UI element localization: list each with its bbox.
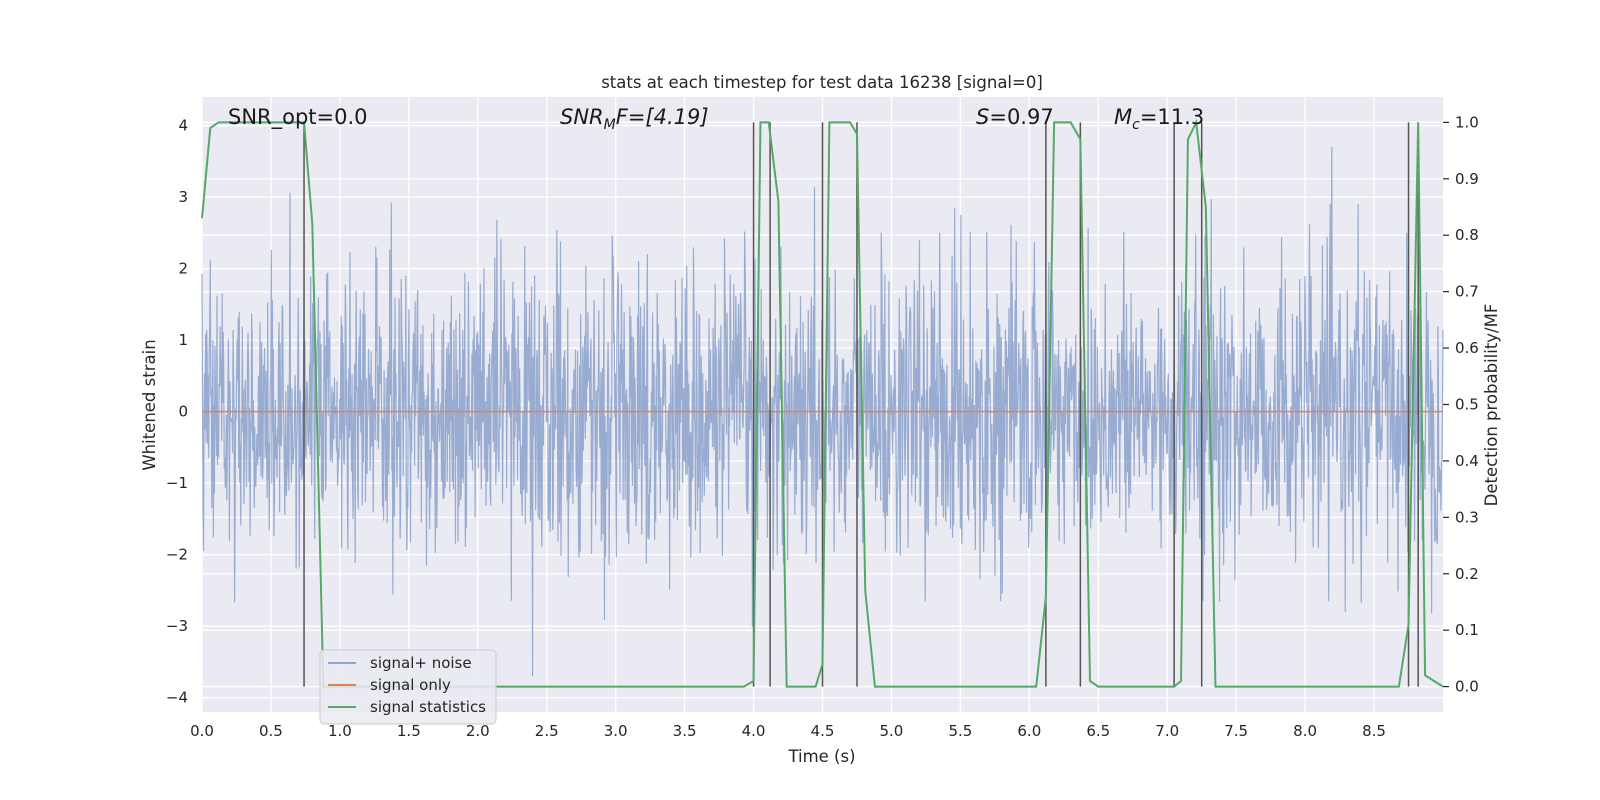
y-axis-right-label: Detection probability/MF	[1482, 304, 1501, 507]
x-tick-label: 4.0	[742, 722, 766, 740]
x-tick-label: 6.0	[1017, 722, 1041, 740]
x-tick-label: 7.0	[1155, 722, 1179, 740]
legend-label-noise: signal+ noise	[370, 654, 472, 672]
y-left-tick-label: 3	[178, 188, 188, 206]
y-left-tick-label: 4	[178, 117, 188, 135]
x-tick-label: 5.0	[880, 722, 904, 740]
legend: signal+ noise signal only signal statist…	[319, 649, 497, 725]
snr-opt-annotation: SNR_opt=0.0	[228, 105, 368, 130]
x-tick-label: 8.0	[1293, 722, 1317, 740]
y-axis-left-label: Whitened strain	[140, 339, 159, 470]
x-tick-label: 2.5	[535, 722, 559, 740]
chart-title: stats at each timestep for test data 162…	[601, 73, 1043, 92]
legend-label-signal-only: signal only	[370, 676, 451, 694]
y-left-tick-label: −4	[166, 689, 188, 707]
s-annotation: S=0.97	[976, 105, 1054, 129]
y-right-tick-label: 0.5	[1455, 396, 1479, 414]
mc-value: =11.3	[1140, 105, 1204, 129]
y-left-tick-label: 1	[178, 331, 188, 349]
x-tick-label: 3.5	[673, 722, 697, 740]
legend-box	[319, 649, 497, 725]
y-axis-left-ticks: 4 3 2 1 0 −1 −2 −3 −4	[166, 117, 188, 707]
x-tick-label: 1.0	[328, 722, 352, 740]
s-symbol: S	[976, 105, 989, 129]
y-right-tick-label: 0.4	[1455, 452, 1479, 470]
x-tick-label: 7.5	[1224, 722, 1248, 740]
x-tick-label: 4.5	[811, 722, 835, 740]
snr-mf-base: SNR	[560, 105, 604, 129]
x-tick-label: 0.5	[259, 722, 283, 740]
mc-symbol: M	[1114, 105, 1132, 129]
x-tick-label: 2.0	[466, 722, 490, 740]
x-tick-label: 3.0	[604, 722, 628, 740]
y-left-tick-label: 2	[178, 260, 188, 278]
y-right-tick-label: 0.1	[1455, 621, 1479, 639]
y-right-tick-label: 0.6	[1455, 339, 1479, 357]
legend-label-statistics: signal statistics	[370, 698, 486, 716]
snr-mf-annotation: SNRMF=[4.19]	[560, 105, 709, 133]
x-tick-label: 1.5	[397, 722, 421, 740]
x-tick-label: 6.5	[1086, 722, 1110, 740]
y-left-tick-label: 0	[178, 403, 188, 421]
s-value: =0.97	[989, 105, 1053, 129]
y-left-tick-label: −1	[166, 474, 188, 492]
y-left-tick-label: −2	[166, 546, 188, 564]
x-axis-label: Time (s)	[787, 747, 855, 766]
y-left-tick-label: −3	[166, 617, 188, 635]
y-right-tick-label: 0.3	[1455, 508, 1479, 526]
y-right-tick-label: 0.0	[1455, 678, 1479, 696]
x-tick-label: 5.5	[948, 722, 972, 740]
x-axis-ticks: 0.0 0.5 1.0 1.5 2.0 2.5 3.0 3.5 4.0 4.5 5.0 5.5 6.0 6…	[190, 722, 1386, 740]
mc-subscript: c	[1132, 117, 1140, 133]
mc-annotation: Mc=11.3	[1114, 105, 1204, 133]
x-tick-label: 0.0	[190, 722, 214, 740]
y-right-tick-label: 0.2	[1455, 565, 1479, 583]
snr-mf-tail-f: F=[4.19]	[616, 105, 709, 129]
y-right-tick-label: 1.0	[1455, 113, 1479, 131]
y-right-tick-label: 0.9	[1455, 170, 1479, 188]
x-tick-label: 8.5	[1362, 722, 1386, 740]
y-axis-right-ticks: 1.0 0.9 0.8 0.7 0.6 0.5 0.4 0.3 0.2 0.1 0.0	[1443, 113, 1479, 696]
y-right-tick-label: 0.7	[1455, 283, 1479, 301]
snr-mf-subscript: M	[604, 117, 616, 133]
y-right-tick-label: 0.8	[1455, 226, 1479, 244]
